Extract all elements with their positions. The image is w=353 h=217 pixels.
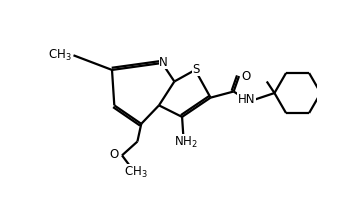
Text: O: O — [241, 70, 251, 83]
Text: HN: HN — [238, 93, 256, 106]
Text: CH$_3$: CH$_3$ — [48, 48, 72, 63]
Text: N: N — [159, 56, 168, 69]
Text: O: O — [109, 148, 118, 161]
Text: NH$_2$: NH$_2$ — [174, 135, 198, 150]
Text: S: S — [192, 63, 199, 76]
Text: CH$_3$: CH$_3$ — [124, 165, 148, 180]
